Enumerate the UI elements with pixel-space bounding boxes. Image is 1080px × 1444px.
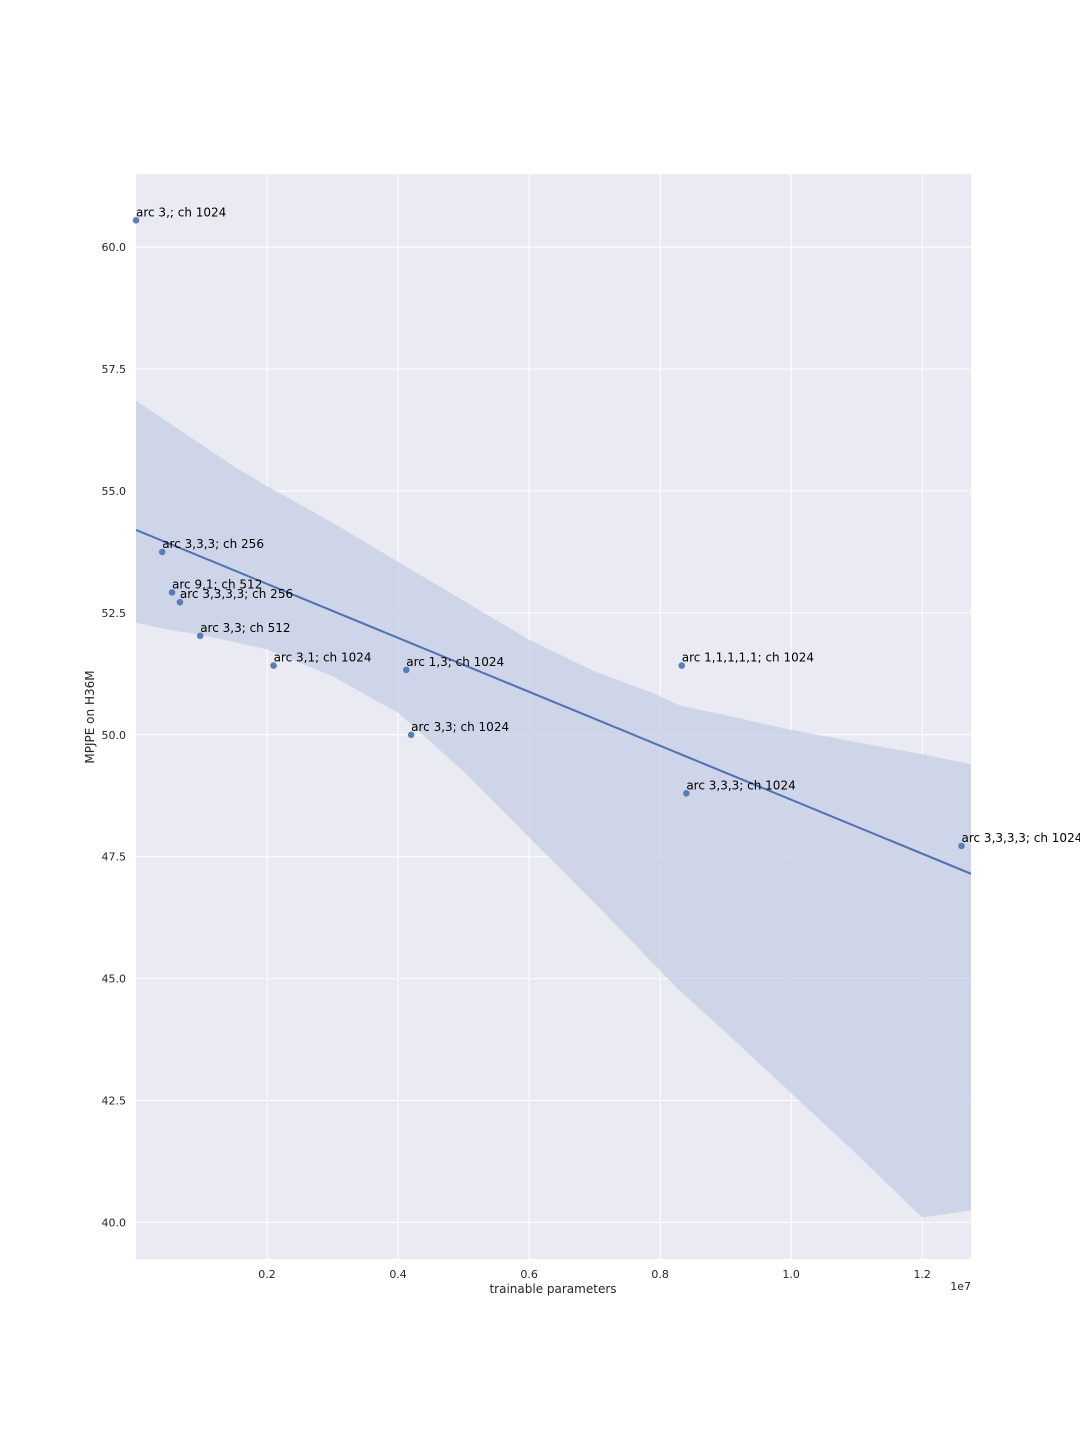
confidence-band <box>136 400 971 1218</box>
data-point-label: arc 3,3; ch 512 <box>200 621 290 635</box>
y-tick-label: 40.0 <box>102 1216 127 1229</box>
y-tick-label: 42.5 <box>102 1095 127 1108</box>
data-point-label: arc 9,1; ch 512 <box>172 577 262 591</box>
regression-line-layer <box>136 529 971 875</box>
data-point-label: arc 3,3,3,3; ch 256 <box>180 587 293 601</box>
y-tick-label: 47.5 <box>102 851 127 864</box>
point-labels: arc 3,; ch 1024 arc 3,3,3; ch 256 arc 9,1;… <box>136 205 1080 845</box>
data-point-label: arc 3,3; ch 1024 <box>411 720 509 734</box>
x-tick-label: 1.2 <box>913 1268 931 1281</box>
data-point <box>270 662 277 669</box>
data-points <box>132 217 965 850</box>
x-tick-label: 1.0 <box>782 1268 800 1281</box>
x-tick-label: 0.2 <box>258 1268 276 1281</box>
confidence-band-layer <box>136 400 971 1218</box>
data-point <box>196 632 204 640</box>
y-tick-label: 57.5 <box>102 363 127 376</box>
y-axis-label: MPJPE on H36M <box>83 670 97 763</box>
data-point <box>402 666 410 674</box>
y-tick-label: 45.0 <box>102 973 127 986</box>
y-tick-label: 50.0 <box>102 729 127 742</box>
data-point-label: arc 3,3,3; ch 256 <box>162 537 264 551</box>
data-point-label: arc 3,1; ch 1024 <box>274 651 372 665</box>
data-point-label: arc 1,3; ch 1024 <box>406 655 504 669</box>
x-tick-label: 0.8 <box>651 1268 669 1281</box>
y-tick-label: 60.0 <box>102 241 127 254</box>
data-point <box>168 589 176 596</box>
x-offset-label: 1e7 <box>950 1280 971 1293</box>
y-tick-label: 55.0 <box>102 485 127 498</box>
y-tick-label: 52.5 <box>102 607 127 620</box>
data-point-label: arc 3,; ch 1024 <box>136 205 226 219</box>
data-point <box>678 662 686 669</box>
axis-ticks: 0.2 0.4 0.6 0.8 1.0 1.2 40.0 42.5 45.0 47.5 50.0 52… <box>102 241 931 1281</box>
data-point <box>958 842 965 850</box>
data-point-label: arc 3,3,3; ch 1024 <box>686 778 795 792</box>
data-point-label: arc 1,1,1,1,1; ch 1024 <box>682 651 814 665</box>
data-point-label: arc 3,3,3,3; ch 1024 <box>962 831 1080 845</box>
data-point <box>176 598 184 606</box>
data-point <box>158 548 166 556</box>
data-point <box>683 790 690 797</box>
data-point <box>407 731 415 739</box>
x-tick-label: 0.4 <box>389 1268 407 1281</box>
x-tick-label: 0.6 <box>520 1268 538 1281</box>
x-axis-label: trainable parameters <box>489 1282 616 1296</box>
regression-line <box>136 529 971 875</box>
data-point <box>132 217 140 224</box>
